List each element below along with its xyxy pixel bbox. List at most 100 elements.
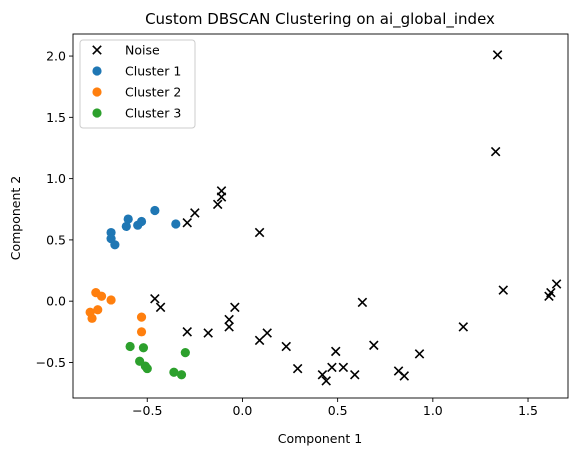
cluster-3-point bbox=[138, 343, 149, 353]
cluster-2-point bbox=[136, 327, 147, 337]
noise-point bbox=[150, 293, 160, 304]
x-axis-label: Component 1 bbox=[278, 431, 363, 446]
noise-point bbox=[414, 349, 425, 359]
noise-marker-stroke bbox=[230, 302, 240, 313]
cluster-3-point bbox=[142, 363, 152, 374]
noise-marker-stroke bbox=[292, 363, 303, 374]
plot-area bbox=[72, 33, 569, 399]
cluster-3-point bbox=[169, 367, 179, 377]
noise-marker-stroke bbox=[350, 369, 360, 380]
cluster-1-point bbox=[123, 214, 133, 224]
legend-label-cluster-2: Cluster 2 bbox=[125, 85, 181, 100]
noise-marker-stroke bbox=[254, 335, 265, 346]
noise-point bbox=[281, 341, 291, 352]
legend-box bbox=[79, 39, 196, 129]
x-tick-label: 1.0 bbox=[423, 403, 443, 418]
y-axis-label: Component 2 bbox=[8, 176, 23, 261]
legend-marker-cluster-2 bbox=[92, 87, 102, 97]
noise-marker-stroke bbox=[393, 366, 404, 376]
noise-point bbox=[190, 208, 200, 218]
noise-point bbox=[338, 362, 349, 373]
noise-marker-stroke bbox=[212, 199, 223, 210]
noise-marker-stroke bbox=[492, 50, 503, 60]
cluster-2-point bbox=[106, 295, 116, 305]
noise-point bbox=[203, 328, 213, 338]
noise-marker-stroke bbox=[92, 45, 102, 55]
noise-marker-stroke bbox=[330, 346, 341, 357]
noise-marker-stroke bbox=[546, 287, 556, 298]
noise-marker-stroke bbox=[369, 340, 379, 351]
noise-point bbox=[155, 302, 166, 313]
noise-marker-stroke bbox=[281, 341, 291, 352]
noise-marker-stroke bbox=[182, 327, 192, 337]
noise-marker-stroke bbox=[254, 227, 265, 238]
noise-point bbox=[317, 369, 328, 380]
noise-point bbox=[327, 362, 337, 373]
y-tick-label: 1.5 bbox=[46, 110, 66, 125]
noise-marker-stroke bbox=[150, 293, 160, 304]
cluster-1-point bbox=[110, 240, 120, 250]
cluster-1-point bbox=[150, 205, 160, 216]
cluster-2-point bbox=[87, 313, 97, 323]
legend-marker-cluster-3 bbox=[92, 108, 102, 118]
y-tick-label: 0.5 bbox=[46, 232, 66, 247]
x-tick-label: −0.5 bbox=[132, 403, 162, 418]
noise-point bbox=[224, 322, 234, 332]
noise-point bbox=[492, 50, 503, 60]
y-tick-label: 1.0 bbox=[46, 171, 66, 186]
noise-point bbox=[182, 327, 192, 337]
cluster-3-point bbox=[125, 341, 135, 352]
noise-point bbox=[498, 285, 509, 295]
noise-point bbox=[216, 186, 227, 196]
x-axis-ticks: −0.5 0.0 0.5 1.0 1.5 bbox=[132, 398, 538, 418]
noise-point bbox=[357, 297, 368, 308]
noise-marker-stroke bbox=[551, 279, 562, 289]
noise-point bbox=[399, 371, 410, 381]
legend-label-cluster-1: Cluster 1 bbox=[125, 64, 181, 79]
noise-marker-stroke bbox=[498, 285, 509, 295]
noise-point bbox=[224, 314, 234, 325]
cluster-2-point bbox=[93, 305, 103, 315]
noise-marker-stroke bbox=[224, 322, 234, 332]
noise-marker-stroke bbox=[458, 322, 469, 332]
noise-marker-stroke bbox=[338, 362, 349, 373]
noise-marker-stroke bbox=[321, 376, 331, 386]
x-tick-label: 0.5 bbox=[328, 403, 348, 418]
cluster-1-point bbox=[136, 216, 147, 227]
noise-marker-stroke bbox=[262, 328, 272, 338]
noise-marker-stroke bbox=[203, 328, 213, 338]
noise-point bbox=[262, 328, 272, 338]
noise-point bbox=[546, 287, 556, 298]
cluster-1-point bbox=[171, 219, 181, 229]
noise-marker-stroke bbox=[224, 314, 234, 325]
noise-marker-stroke bbox=[327, 362, 337, 373]
y-axis-ticks: −0.5 0.0 0.5 1.0 1.5 2.0 bbox=[36, 49, 73, 370]
noise-marker-stroke bbox=[490, 146, 501, 157]
noise-marker-stroke bbox=[182, 217, 192, 228]
noise-point bbox=[490, 146, 501, 157]
noise-point bbox=[292, 363, 303, 374]
cluster-2-point bbox=[96, 291, 107, 301]
x-tick-label: 1.5 bbox=[518, 403, 538, 418]
legend-marker-noise bbox=[92, 45, 102, 55]
noise-point bbox=[230, 302, 240, 313]
legend-label-cluster-3: Cluster 3 bbox=[125, 106, 181, 121]
noise-point bbox=[254, 227, 265, 238]
noise-point bbox=[369, 340, 379, 351]
noise-point bbox=[254, 335, 265, 346]
noise-marker-stroke bbox=[399, 371, 410, 381]
noise-point bbox=[350, 369, 360, 380]
legend-marker-cluster-1 bbox=[92, 66, 102, 76]
noise-marker-stroke bbox=[414, 349, 425, 359]
x-tick-label: 0.0 bbox=[232, 403, 252, 418]
cluster-3-point bbox=[180, 348, 190, 358]
chart-title: Custom DBSCAN Clustering on ai_global_in… bbox=[145, 10, 495, 29]
y-tick-label: 0.0 bbox=[46, 294, 66, 309]
noise-point bbox=[321, 376, 331, 386]
noise-point bbox=[212, 199, 223, 210]
noise-point bbox=[182, 217, 192, 228]
y-tick-label: −0.5 bbox=[36, 355, 66, 370]
noise-marker-stroke bbox=[357, 297, 368, 308]
cluster-1-point bbox=[121, 221, 131, 232]
